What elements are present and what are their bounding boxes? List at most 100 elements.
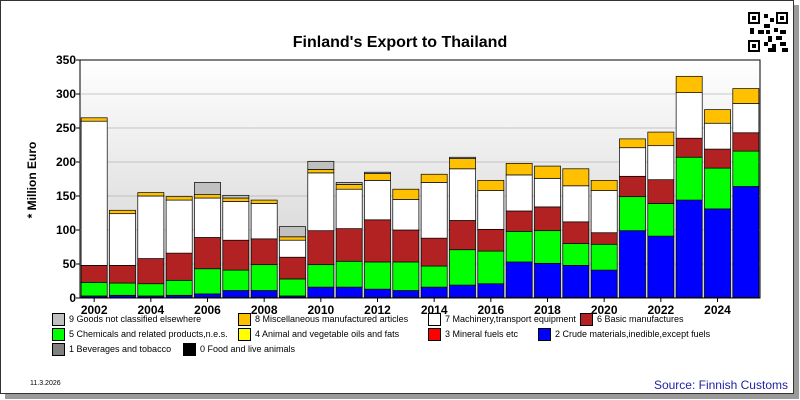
x-tick-label: 2008 [251,303,278,317]
bar-segment [562,243,590,266]
bar-segment [619,147,646,177]
bar-segment [137,283,165,297]
bar-segment [109,209,136,215]
legend-swatch [538,328,551,341]
legend-label: 6 Basic manufactures [597,314,684,324]
bar-segment [222,269,250,291]
bar-segment [307,160,335,170]
bar-segment [250,199,278,204]
bar-segment [392,261,420,291]
y-tick-label: 0 [69,291,76,305]
bar-segment [279,256,306,280]
bar-segment [364,261,391,290]
y-tick-label: 100 [56,223,76,237]
bar-segment [647,235,675,298]
bar-segment [307,169,335,174]
bar-segment [80,282,108,297]
bar-segment [449,156,476,159]
bar-segment [307,286,335,298]
bar-segment [449,284,476,298]
plot-area [79,59,761,299]
x-tick-label: 2006 [194,303,221,317]
y-tick-label: 350 [56,53,76,67]
legend-label: 3 Mineral fuels etc [445,329,519,339]
x-tick-label: 2014 [421,303,448,317]
bar-segment [534,262,561,298]
bar-segment [364,173,391,181]
legend-swatch [238,328,251,341]
y-tick-label: 300 [56,87,76,101]
bar-segment [279,278,306,297]
bar-segment [704,109,731,124]
bar-segment [279,236,306,241]
legend-label: 8 Miscellaneous manufactured articles [255,314,409,324]
bar-segment [619,196,646,232]
bar-segment [335,184,363,190]
bar-segment [477,283,505,298]
bar-segment [590,243,618,271]
legend-swatch [183,343,196,356]
bar-segment [250,290,278,298]
bar-segment [392,229,420,263]
bar-segment [534,206,561,232]
bar-segment [80,265,108,283]
bar-segment [505,163,533,176]
bar-segment [505,210,533,232]
y-tick-label: 250 [56,121,76,135]
bar-segment [505,231,533,263]
bar-segment [335,286,363,298]
bar-segment [80,117,108,122]
bar-segment [165,279,193,296]
bar-segment [449,168,476,221]
qr-code-icon [748,12,788,52]
qr-module [750,28,754,34]
bar-segment [279,226,306,238]
bar-segment [675,156,703,201]
qr-module [764,42,768,46]
bar-segment [420,286,448,298]
bar-segment [562,185,590,223]
bar-segment [222,201,250,241]
bar-segment [732,88,760,104]
bar-segment [590,180,618,191]
bar-segment [335,228,363,262]
bar-segment [165,252,193,281]
qr-module [776,36,782,40]
qr-module [770,18,774,22]
qr-module [782,48,788,52]
qr-module [780,42,786,46]
bar-segment [420,265,448,288]
bar-segment [392,199,420,231]
qr-module [748,40,760,52]
date-stamp: 11.3.2026 [30,380,61,387]
bar-segment [364,180,391,221]
bar-segment [194,237,221,270]
legend-swatch [52,328,65,341]
y-tick-label: 50 [63,257,77,271]
bar-segment [109,213,136,266]
qr-module [766,30,770,34]
bar-segment [137,258,165,285]
bar-segment [307,264,335,288]
qr-module [776,12,788,24]
legend-swatch [580,313,593,326]
bar-segment [194,182,221,195]
y-axis-label: * Million Euro [25,142,39,219]
qr-module [780,30,786,34]
bar-segment [704,148,731,169]
bar-segment [364,219,391,263]
bar-segment [250,264,278,291]
legend-swatch [428,313,441,326]
bar-segment [109,282,136,296]
bar-segment [477,250,505,285]
bar-segment [505,174,533,212]
legend-label: 7 Machinery,transport equipment [445,314,576,324]
legend-label: 4 Animal and vegetable oils and fats [255,329,400,339]
x-tick-label: 2020 [591,303,618,317]
bar-segment [449,220,476,251]
bar-segment [732,150,760,187]
bar-segment [279,239,306,258]
qr-module [772,44,776,50]
bar-segment [534,230,561,264]
